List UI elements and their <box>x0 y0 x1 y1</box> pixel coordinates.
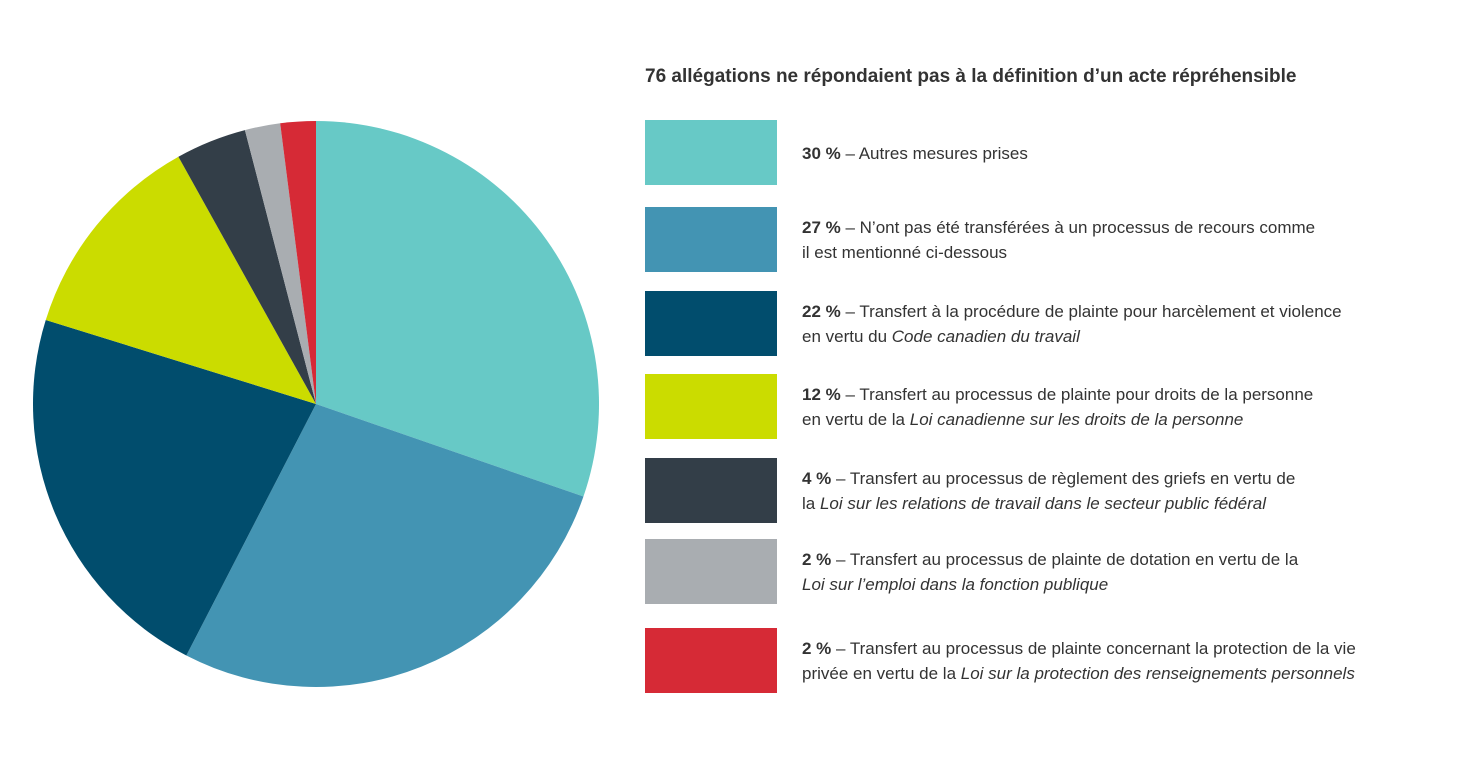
legend-text-segment: Loi sur les relations de travail dans le… <box>819 494 1266 513</box>
legend-item: 27 % – N’ont pas été transférées à un pr… <box>645 207 1455 273</box>
pie-slice-6 <box>244 123 316 404</box>
legend-text-segment: en vertu de la <box>802 410 910 429</box>
legend-percent: 27 % <box>802 218 841 237</box>
legend-text-segment: Loi sur l’emploi dans la fonction publiq… <box>802 575 1109 594</box>
legend-text-segment: Loi sur la protection des renseignements… <box>960 664 1355 683</box>
pie-slice-1 <box>316 121 600 497</box>
legend-swatch <box>645 539 777 604</box>
legend-text-segment: Loi canadienne sur les droits de la pers… <box>909 410 1244 429</box>
legend-swatch <box>645 120 777 185</box>
legend-label-line-1: 2 % – Transfert au processus de plainte … <box>802 547 1452 572</box>
legend-label: 4 % – Transfert au processus de règlemen… <box>802 458 1452 524</box>
legend-swatch <box>645 291 777 356</box>
legend-item: 12 % – Transfert au processus de plainte… <box>645 374 1455 440</box>
legend: 30 % – Autres mesures prises 27 % – N’ont… <box>645 0 1455 764</box>
legend-item: 22 % – Transfert à la procédure de plain… <box>645 291 1455 357</box>
legend-text-segment: – Autres mesures prises <box>840 143 1028 163</box>
legend-item: 4 % – Transfert au processus de règlemen… <box>645 458 1455 524</box>
legend-label-line-2: en vertu de la Loi canadienne sur les dr… <box>802 407 1452 432</box>
legend-item: 2 % – Transfert au processus de plainte … <box>645 628 1455 694</box>
legend-label-line-2: en vertu du Code canadien du travail <box>802 324 1452 349</box>
legend-label: 2 % – Transfert au processus de plainte … <box>802 539 1452 605</box>
legend-label-line-1: 22 % – Transfert à la procédure de plain… <box>802 299 1452 324</box>
legend-text-segment: privée en vertu de la <box>802 664 961 683</box>
legend-label-line-1: 27 % – N’ont pas été transférées à un pr… <box>802 215 1452 240</box>
pie-slice-7 <box>280 121 316 404</box>
pie-slice-4 <box>45 156 316 404</box>
legend-label: 22 % – Transfert à la procédure de plain… <box>802 291 1452 357</box>
legend-label-line-2: privée en vertu de la Loi sur la protect… <box>802 661 1452 686</box>
legend-label-line-1: 4 % – Transfert au processus de règlemen… <box>802 466 1452 491</box>
legend-text-segment: il est mentionné ci-dessous <box>802 243 1008 262</box>
legend-percent: 22 % <box>802 302 841 321</box>
legend-text-segment: – Transfert au processus de plainte de d… <box>831 550 1299 569</box>
legend-label-line-2: Loi sur l’emploi dans la fonction publiq… <box>802 572 1452 597</box>
legend-text-segment: Code canadien du travail <box>891 327 1080 346</box>
legend-percent: 2 % <box>802 550 832 569</box>
legend-percent: 4 % <box>802 469 832 488</box>
legend-item: 2 % – Transfert au processus de plainte … <box>645 539 1455 605</box>
pie-slice-5 <box>178 130 316 404</box>
legend-label: 30 % – Autres mesures prises <box>802 120 1452 186</box>
legend-text-segment: – Transfert au processus de plainte pour… <box>840 385 1314 404</box>
legend-percent: 12 % <box>802 385 841 404</box>
legend-item: 30 % – Autres mesures prises <box>645 120 1455 186</box>
legend-label-line-1: 12 % – Transfert au processus de plainte… <box>802 382 1452 407</box>
legend-label-line-1: 2 % – Transfert au processus de plainte … <box>802 636 1452 661</box>
legend-text-segment: – Transfert à la procédure de plainte po… <box>840 302 1342 321</box>
legend-percent: 30 % <box>802 143 841 163</box>
legend-text-segment: la <box>802 494 820 513</box>
pie-chart <box>32 121 600 688</box>
legend-label-line-2: il est mentionné ci-dessous <box>802 240 1452 265</box>
legend-percent: 2 % <box>802 639 832 658</box>
legend-text-segment: en vertu du <box>802 327 892 346</box>
legend-swatch <box>645 207 777 272</box>
pie-slice-2 <box>186 404 584 688</box>
legend-text-segment: – Transfert au processus de règlement de… <box>831 469 1296 488</box>
legend-label: 27 % – N’ont pas été transférées à un pr… <box>802 207 1452 273</box>
legend-label: 12 % – Transfert au processus de plainte… <box>802 374 1452 440</box>
legend-label-line-1: 30 % – Autres mesures prises <box>802 141 1452 166</box>
legend-swatch <box>645 374 777 439</box>
legend-text-segment: – N’ont pas été transférées à un process… <box>840 218 1316 237</box>
legend-label-line-2: la Loi sur les relations de travail dans… <box>802 491 1452 516</box>
legend-swatch <box>645 458 777 523</box>
chart-title: 76 allégations ne répondaient pas à la d… <box>645 66 1297 87</box>
legend-label: 2 % – Transfert au processus de plainte … <box>802 628 1452 694</box>
pie-slice-3 <box>32 319 317 656</box>
legend-text-segment: – Transfert au processus de plainte conc… <box>831 639 1356 658</box>
legend-swatch <box>645 628 777 693</box>
